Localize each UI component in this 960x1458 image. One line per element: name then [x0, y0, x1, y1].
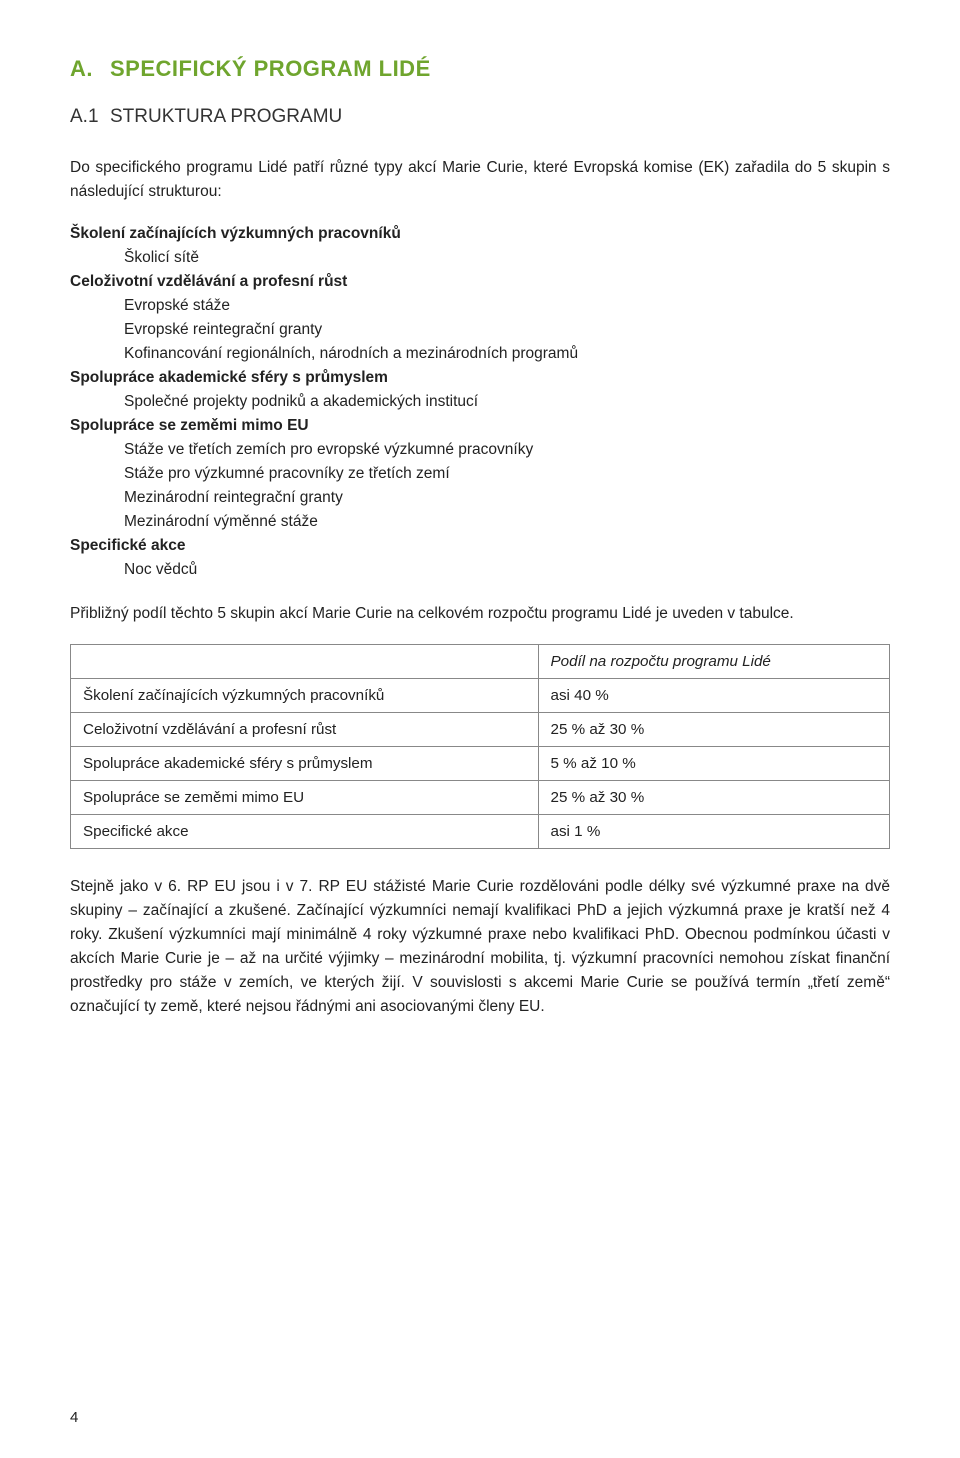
- table-cell-value: 25 % až 30 %: [538, 781, 889, 815]
- structure-item: Mezinárodní reintegrační granty: [70, 486, 890, 510]
- structure-item: Spolupráce se zeměmi mimo EU: [70, 414, 890, 438]
- structure-item: Evropské reintegrační granty: [70, 318, 890, 342]
- structure-item: Spolupráce akademické sféry s průmyslem: [70, 366, 890, 390]
- heading-a1-prefix: A.1: [70, 106, 110, 128]
- page-number: 4: [70, 1409, 78, 1426]
- heading-a: A. SPECIFICKÝ PROGRAM LIDÉ: [70, 56, 890, 82]
- structure-item: Školicí sítě: [70, 246, 890, 270]
- table-header-empty: [71, 645, 539, 679]
- table-cell-value: asi 1 %: [538, 815, 889, 849]
- structure-item: Celoživotní vzdělávání a profesní růst: [70, 270, 890, 294]
- table-cell-label: Celoživotní vzdělávání a profesní růst: [71, 713, 539, 747]
- structure-item: Kofinancování regionálních, národních a …: [70, 342, 890, 366]
- table-cell-label: Spolupráce akademické sféry s průmyslem: [71, 747, 539, 781]
- table-header-row: Podíl na rozpočtu programu Lidé: [71, 645, 890, 679]
- structure-item: Evropské stáže: [70, 294, 890, 318]
- structure-item: Specifické akce: [70, 534, 890, 558]
- table-cell-value: 5 % až 10 %: [538, 747, 889, 781]
- heading-a-text: SPECIFICKÝ PROGRAM LIDÉ: [110, 56, 431, 82]
- document-page: A. SPECIFICKÝ PROGRAM LIDÉ A.1 STRUKTURA…: [0, 0, 960, 1458]
- intro-paragraph: Do specifického programu Lidé patří různ…: [70, 156, 890, 204]
- heading-a-prefix: A.: [70, 56, 110, 82]
- table-intro-paragraph: Přibližný podíl těchto 5 skupin akcí Mar…: [70, 602, 890, 626]
- heading-a1: A.1 STRUKTURA PROGRAMU: [70, 106, 890, 128]
- table-row: Spolupráce se zeměmi mimo EU25 % až 30 %: [71, 781, 890, 815]
- structure-item: Stáže ve třetích zemích pro evropské výz…: [70, 438, 890, 462]
- structure-item: Společné projekty podniků a akademických…: [70, 390, 890, 414]
- structure-item: Školení začínajících výzkumných pracovní…: [70, 222, 890, 246]
- table-row: Školení začínajících výzkumných pracovní…: [71, 679, 890, 713]
- table-cell-value: 25 % až 30 %: [538, 713, 889, 747]
- table-cell-value: asi 40 %: [538, 679, 889, 713]
- table-header-share: Podíl na rozpočtu programu Lidé: [538, 645, 889, 679]
- budget-table: Podíl na rozpočtu programu Lidé Školení …: [70, 644, 890, 849]
- table-row: Spolupráce akademické sféry s průmyslem5…: [71, 747, 890, 781]
- structure-item: Noc vědců: [70, 558, 890, 582]
- outro-paragraph: Stejně jako v 6. RP EU jsou i v 7. RP EU…: [70, 875, 890, 1019]
- structure-item: Mezinárodní výměnné stáže: [70, 510, 890, 534]
- structure-item: Stáže pro výzkumné pracovníky ze třetích…: [70, 462, 890, 486]
- table-row: Celoživotní vzdělávání a profesní růst25…: [71, 713, 890, 747]
- heading-a1-text: STRUKTURA PROGRAMU: [110, 106, 342, 128]
- table-cell-label: Školení začínajících výzkumných pracovní…: [71, 679, 539, 713]
- table-row: Specifické akceasi 1 %: [71, 815, 890, 849]
- structure-list: Školení začínajících výzkumných pracovní…: [70, 222, 890, 582]
- table-cell-label: Specifické akce: [71, 815, 539, 849]
- table-cell-label: Spolupráce se zeměmi mimo EU: [71, 781, 539, 815]
